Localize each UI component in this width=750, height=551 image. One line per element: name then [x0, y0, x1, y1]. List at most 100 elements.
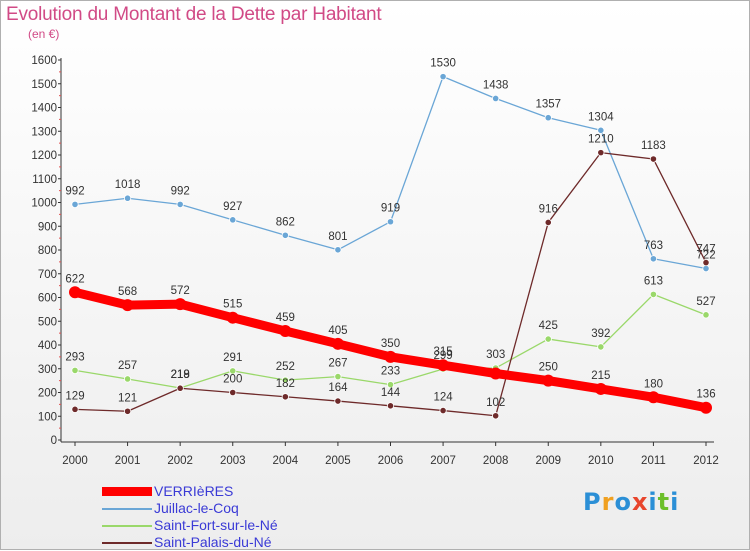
data-label: 136 — [696, 389, 715, 401]
data-point — [649, 255, 658, 263]
data-label: 405 — [328, 325, 347, 337]
legend-label: VERRIèRES — [154, 483, 234, 499]
data-label: 252 — [276, 361, 295, 373]
y-tick-label: 0 — [51, 435, 57, 447]
data-point — [649, 290, 658, 299]
data-point — [702, 258, 710, 267]
data-label: 350 — [381, 338, 400, 350]
data-point — [492, 412, 500, 420]
data-label: 425 — [539, 320, 558, 332]
y-tick-label: 1100 — [32, 174, 57, 186]
data-label: 180 — [644, 378, 663, 390]
data-point — [121, 299, 134, 312]
data-point — [229, 367, 237, 375]
data-point — [334, 372, 342, 381]
data-point — [544, 218, 552, 227]
x-tick-label: 2004 — [273, 455, 299, 467]
series-saint-fort-sur-le-n-: 293 257 219 291 252 267 233 299 303 425 392 613 527 — [65, 275, 716, 392]
data-label: 303 — [486, 349, 505, 361]
legend-swatch — [102, 542, 152, 544]
legend-label: Saint-Fort-sur-le-Né — [154, 517, 278, 533]
data-label: 233 — [381, 366, 400, 378]
data-point — [226, 311, 239, 324]
data-point — [174, 298, 187, 311]
data-label: 218 — [171, 369, 190, 381]
data-label: 124 — [433, 392, 453, 404]
data-label: 182 — [276, 378, 295, 390]
legend-swatch — [102, 525, 152, 527]
data-point — [542, 374, 555, 387]
data-point — [597, 343, 605, 351]
y-tick-label: 1200 — [31, 150, 57, 162]
data-point — [386, 218, 395, 226]
y-tick-label: 1000 — [31, 198, 57, 210]
data-label: 862 — [276, 216, 295, 228]
data-point — [281, 231, 289, 239]
data-point — [123, 407, 132, 415]
data-label: 1304 — [588, 111, 614, 123]
y-tick-label: 700 — [38, 269, 57, 281]
data-point — [71, 366, 79, 375]
data-point — [176, 200, 184, 208]
legend-swatch — [102, 487, 152, 496]
data-label: 622 — [65, 273, 84, 285]
data-point — [649, 155, 658, 163]
data-point — [123, 194, 132, 202]
data-point — [281, 376, 289, 384]
data-label: 164 — [328, 382, 348, 394]
y-tick-label: 1400 — [31, 103, 57, 115]
x-tick-label: 2001 — [115, 455, 141, 467]
data-point — [334, 246, 342, 254]
data-label: 293 — [65, 351, 84, 363]
data-point — [702, 311, 710, 319]
data-point — [331, 337, 344, 350]
data-label: 102 — [486, 397, 505, 409]
data-point — [123, 375, 132, 383]
chart-title: Evolution du Montant de la Dette par Hab… — [6, 4, 382, 25]
data-point — [594, 382, 607, 395]
data-point — [71, 405, 79, 413]
data-label: 315 — [433, 346, 452, 358]
series-juillac-le-coq: 992 1018 992 927 862 801 919 1530 1438 1357 1304 76… — [65, 58, 716, 273]
data-point — [544, 114, 552, 122]
data-point — [229, 216, 237, 224]
data-label: 200 — [223, 374, 242, 386]
x-tick-label: 2009 — [535, 455, 561, 467]
data-label: 568 — [118, 286, 137, 298]
y-tick-label: 900 — [38, 221, 57, 233]
chart-subtitle: (en €) — [28, 27, 60, 41]
y-tick-label: 100 — [38, 411, 57, 423]
data-point — [544, 335, 552, 343]
y-tick-label: 1500 — [31, 79, 57, 91]
data-point — [489, 367, 502, 380]
data-label: 219 — [171, 369, 190, 381]
data-label: 992 — [65, 185, 84, 197]
proxiti-logo: Proxiti — [583, 488, 680, 516]
data-label: 299 — [433, 350, 452, 362]
y-tick-label: 300 — [38, 364, 57, 376]
data-label: 916 — [539, 203, 558, 215]
data-label: 527 — [696, 296, 715, 308]
y-tick-label: 200 — [38, 388, 57, 400]
data-label: 1530 — [430, 58, 456, 70]
data-point — [386, 381, 395, 389]
data-label: 747 — [696, 244, 715, 256]
data-label: 267 — [328, 358, 347, 370]
data-label: 1438 — [483, 79, 509, 91]
data-point — [334, 397, 342, 405]
series-verri-res: 622 568 572 515 459 405 350 315 250 215 180 136 — [65, 273, 716, 414]
data-label: 129 — [65, 390, 84, 402]
data-label: 1183 — [641, 140, 666, 152]
y-tick-label: 500 — [38, 316, 57, 328]
series-line — [74, 75, 707, 270]
data-point — [71, 200, 79, 208]
data-label: 572 — [171, 285, 190, 297]
series-saint-palais-du-n-: 129 121 218 200 182 164 144 124 102 916 1210 1183 74… — [65, 134, 716, 420]
legend-label: Juillac-le-Coq — [154, 500, 239, 516]
y-tick-label: 1600 — [31, 55, 57, 67]
data-label: 215 — [591, 370, 610, 382]
data-point — [229, 388, 237, 397]
data-point — [647, 391, 660, 404]
data-point — [386, 402, 395, 410]
